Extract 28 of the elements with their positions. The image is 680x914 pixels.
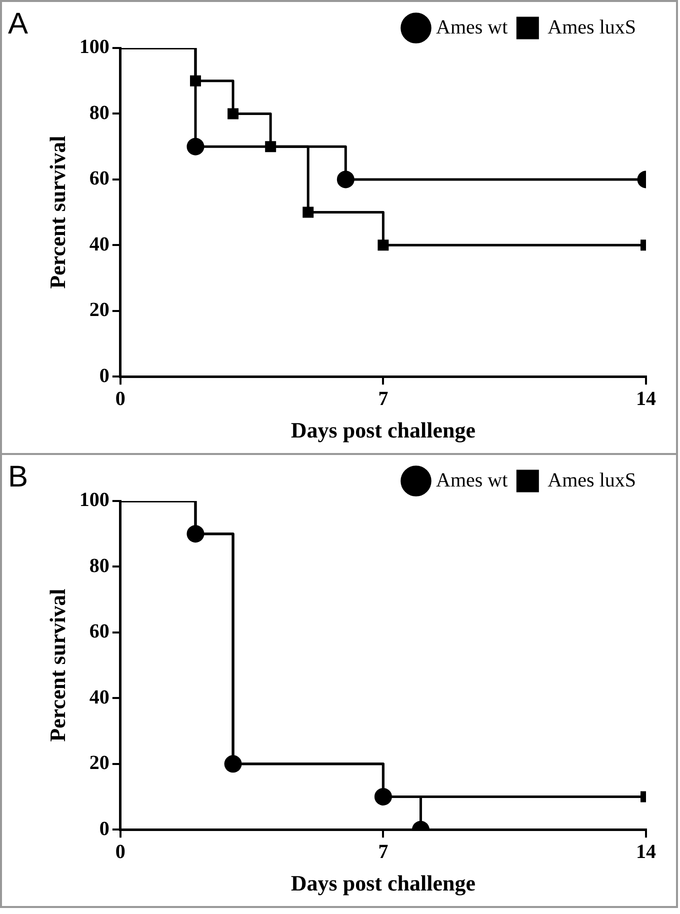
x-tick-label: 0 xyxy=(115,388,126,410)
y-axis-title: Percent survival xyxy=(44,588,70,742)
x-axis-title: Days post challenge xyxy=(290,870,476,896)
y-tick-label: 100 xyxy=(79,36,110,58)
y-tick-label: 60 xyxy=(89,168,110,190)
x-tick-label: 7 xyxy=(378,840,388,863)
x-axis-title: Days post challenge xyxy=(290,417,476,442)
y-tick-label: 60 xyxy=(89,620,110,643)
y-tick-label: 40 xyxy=(89,233,110,256)
y-tick-label: 20 xyxy=(89,299,110,322)
y-tick-label: 20 xyxy=(89,752,110,774)
y-tick-label: 40 xyxy=(89,686,110,708)
text: A xyxy=(8,7,28,40)
x-tick-label: 0 xyxy=(115,840,126,863)
x-tick-label: 14 xyxy=(636,388,656,410)
y-tick-label: 80 xyxy=(89,102,110,124)
legend-label: Ames luxS xyxy=(548,469,636,492)
y-axis-title: Percent survival xyxy=(44,136,70,289)
y-tick-label: 0 xyxy=(99,364,110,387)
legend-label: Ames wt xyxy=(436,16,508,38)
y-tick-label: 100 xyxy=(79,489,110,512)
legend-label: Ames wt xyxy=(436,469,508,492)
text: B xyxy=(8,460,28,494)
y-tick-label: 80 xyxy=(89,554,110,577)
y-tick-label: 0 xyxy=(99,818,110,840)
legend-label: Ames luxS xyxy=(548,16,636,38)
x-tick-label: 14 xyxy=(636,840,656,863)
x-tick-label: 7 xyxy=(378,388,388,410)
